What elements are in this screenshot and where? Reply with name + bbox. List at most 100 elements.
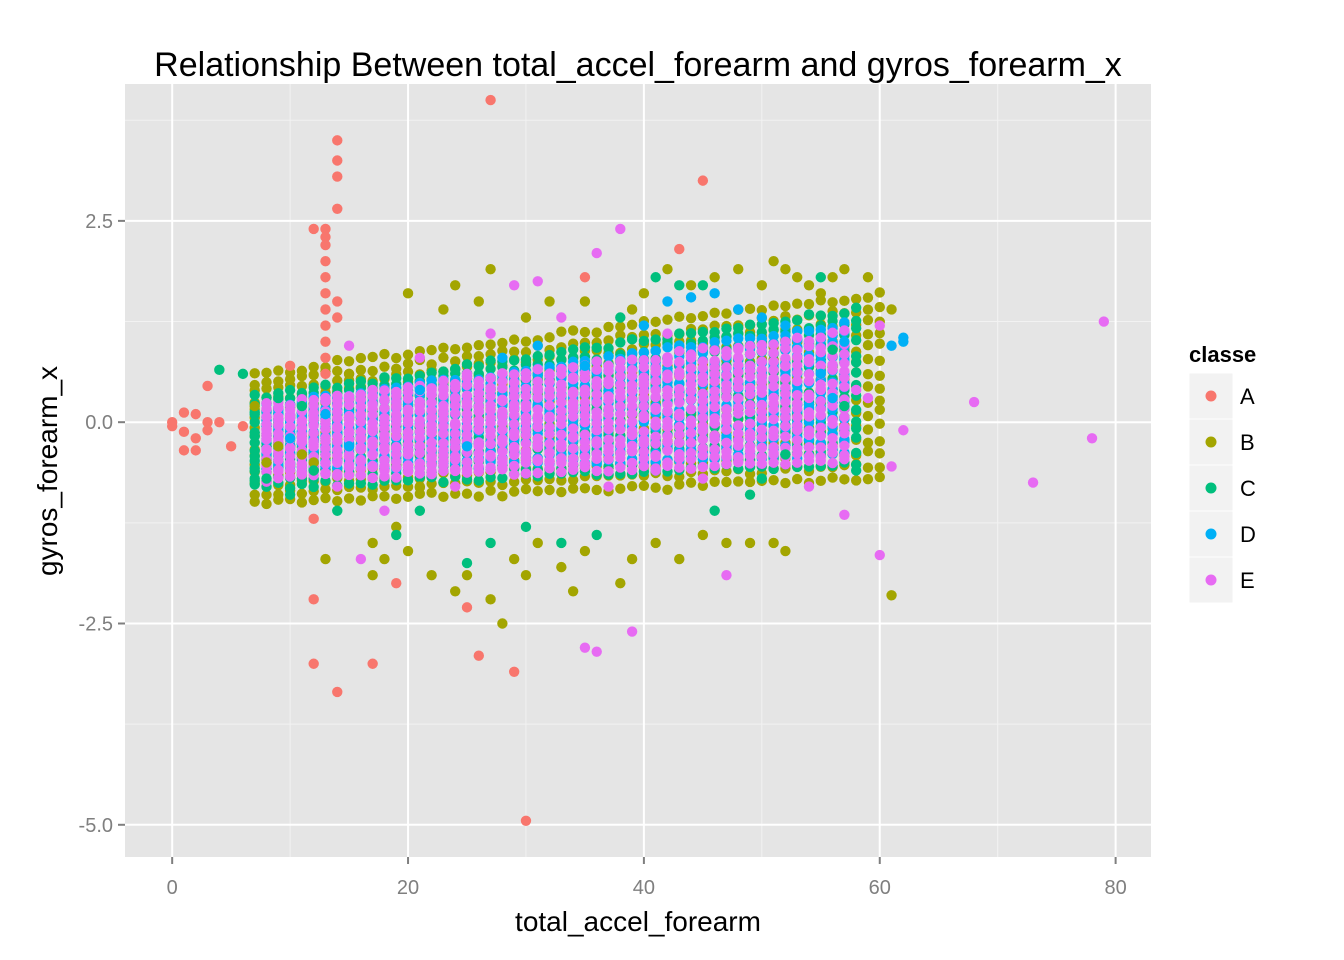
point-c	[638, 335, 650, 347]
point-c	[332, 505, 343, 516]
point-e	[473, 375, 484, 387]
point-e	[756, 356, 768, 367]
point-d	[827, 392, 838, 404]
point-c	[839, 400, 850, 412]
point-e	[638, 410, 650, 421]
point-b	[674, 311, 685, 322]
point-e	[284, 412, 296, 424]
point-b	[862, 329, 874, 340]
point-e	[485, 462, 496, 473]
point-e	[721, 370, 732, 381]
point-e	[768, 392, 779, 404]
point-b	[815, 288, 826, 299]
point-d	[532, 340, 543, 351]
point-b	[874, 462, 885, 473]
point-e	[626, 626, 638, 637]
point-b	[803, 298, 815, 310]
point-e	[603, 375, 614, 386]
point-b	[343, 493, 355, 504]
point-c	[591, 529, 602, 541]
y-tick-label: -5.0	[79, 815, 113, 837]
point-e	[615, 424, 626, 435]
point-a	[508, 666, 520, 678]
point-c	[450, 363, 461, 375]
point-d	[709, 288, 720, 299]
point-e	[402, 449, 414, 460]
x-axis-title: total_accel_forearm	[515, 906, 761, 937]
point-b	[567, 474, 579, 486]
point-e	[792, 367, 803, 378]
point-e	[332, 481, 343, 492]
point-b	[261, 367, 272, 379]
point-e	[532, 376, 543, 387]
point-e	[556, 379, 567, 390]
point-e	[485, 400, 496, 411]
point-b	[379, 553, 390, 565]
point-e	[367, 384, 378, 396]
point-e	[450, 481, 461, 492]
point-e	[827, 359, 838, 370]
point-c	[508, 355, 520, 366]
point-b	[862, 340, 874, 351]
point-b	[332, 354, 343, 366]
point-b	[709, 476, 720, 487]
point-e	[650, 465, 661, 476]
x-tick-label: 60	[869, 877, 891, 899]
point-b	[567, 483, 579, 494]
point-e	[402, 460, 414, 471]
point-b	[473, 339, 484, 351]
point-e	[615, 447, 626, 459]
point-a	[320, 368, 331, 380]
point-b	[721, 537, 732, 549]
point-b	[780, 263, 791, 275]
point-c	[320, 379, 331, 390]
point-b	[862, 437, 874, 448]
point-e	[650, 385, 661, 396]
point-b	[426, 344, 437, 356]
point-e	[756, 376, 768, 388]
point-e	[426, 412, 437, 423]
point-c	[284, 384, 296, 396]
point-e	[709, 444, 720, 455]
point-e	[780, 353, 791, 364]
point-e	[792, 425, 803, 436]
point-e	[544, 421, 555, 433]
point-b	[579, 326, 591, 338]
point-e	[497, 376, 508, 387]
point-e	[768, 414, 779, 425]
point-b	[650, 316, 661, 328]
legend-marker-c	[1205, 482, 1217, 494]
point-a	[485, 94, 496, 106]
point-a	[190, 408, 201, 420]
point-a	[391, 578, 402, 589]
point-c	[343, 378, 355, 389]
point-e	[485, 328, 496, 339]
point-d	[768, 330, 779, 342]
point-e	[450, 408, 461, 419]
point-a	[308, 223, 319, 235]
point-e	[591, 397, 602, 408]
point-e	[839, 449, 850, 461]
point-b	[862, 292, 874, 303]
point-e	[650, 431, 661, 442]
point-a	[320, 336, 331, 347]
point-b	[615, 483, 626, 494]
point-e	[485, 438, 496, 450]
point-e	[733, 393, 744, 404]
point-e	[744, 418, 756, 430]
point-b	[249, 400, 260, 412]
point-e	[615, 379, 626, 390]
point-d	[638, 320, 650, 331]
point-e	[768, 449, 779, 460]
point-c	[461, 359, 473, 370]
point-b	[520, 312, 532, 323]
point-b	[674, 553, 685, 565]
point-e	[650, 362, 661, 374]
point-e	[721, 424, 732, 435]
point-b	[827, 472, 838, 483]
point-c	[792, 315, 803, 326]
point-b	[485, 594, 496, 605]
y-tick-label: -2.5	[79, 613, 113, 635]
point-a	[214, 416, 225, 428]
point-e	[426, 397, 437, 408]
